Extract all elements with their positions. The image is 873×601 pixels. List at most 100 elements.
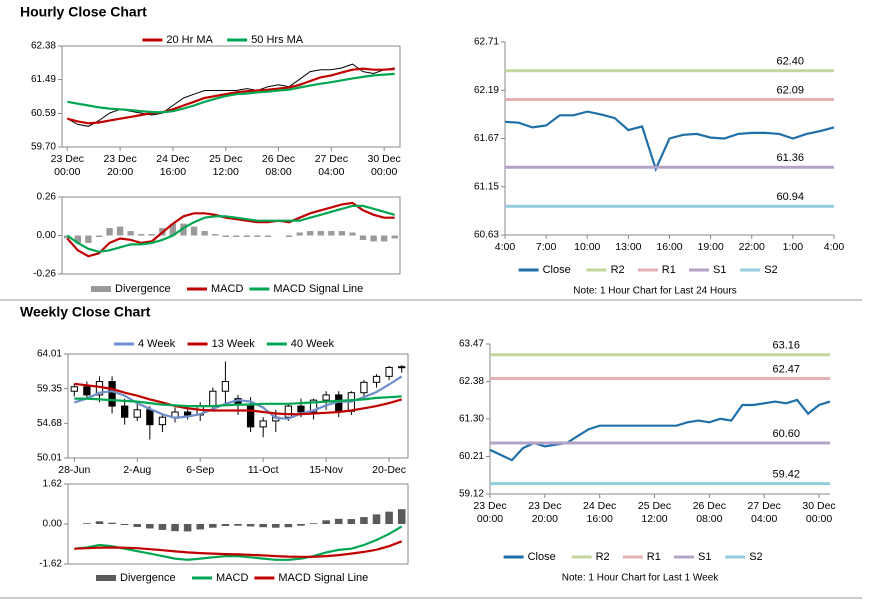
legend-label: S2 xyxy=(749,551,762,563)
divergence-bar xyxy=(169,223,177,236)
section-heading: Hourly Close Chart xyxy=(20,4,147,20)
x-tick-label: 28-Jun xyxy=(58,464,90,476)
y-tick-label: 60.21 xyxy=(459,451,484,462)
candle-body xyxy=(284,405,293,418)
y-tick-label: 62.38 xyxy=(459,376,484,387)
x-tick-label: 23 Dec 00:00 xyxy=(51,153,84,178)
legend-label: Divergence xyxy=(120,572,176,584)
divergence-bar xyxy=(183,524,192,532)
divergence-bar xyxy=(95,235,103,237)
candle-body xyxy=(309,399,318,413)
candle-body xyxy=(385,366,393,377)
divergence-bar xyxy=(372,514,381,524)
x-tick-label: 4:00 xyxy=(495,241,516,253)
legend-label: R2 xyxy=(611,264,625,276)
candle-body xyxy=(158,416,167,426)
y-tick-label: 60.59 xyxy=(31,108,56,119)
candle-body xyxy=(221,381,230,392)
x-tick-label: 7:00 xyxy=(536,241,557,253)
divergence-bar xyxy=(138,234,145,236)
divergence-bar xyxy=(116,226,124,236)
x-tick-label: 23 Dec 20:00 xyxy=(528,500,561,525)
divergence-bar xyxy=(74,235,82,243)
y-tick-label: 0.00 xyxy=(43,519,63,530)
legend-label: R1 xyxy=(662,264,676,276)
divergence-bar xyxy=(233,235,240,237)
legend-label: R1 xyxy=(647,551,661,563)
legend-label: MACD xyxy=(216,572,248,584)
y-tick-label: 1.62 xyxy=(43,479,63,490)
legend-label: S2 xyxy=(764,264,777,276)
candle-body xyxy=(108,381,116,407)
y-tick-label: 62.19 xyxy=(474,85,499,96)
x-tick-label: 24 Dec 16:00 xyxy=(156,153,189,178)
divergence-bar xyxy=(360,517,368,524)
legend-swatch xyxy=(96,575,116,581)
y-tick-label: 61.67 xyxy=(474,133,499,144)
x-tick-label: 6-Sep xyxy=(186,464,214,476)
legend-label: 40 Week xyxy=(291,338,335,350)
legend-label: MACD xyxy=(211,283,243,295)
level-label: 62.40 xyxy=(776,56,804,68)
y-tick-label: 0.00 xyxy=(37,230,57,241)
y-tick-label: 59.70 xyxy=(31,142,56,153)
legend-label: S1 xyxy=(713,264,726,276)
x-tick-label: 10:00 xyxy=(574,241,600,253)
y-tick-label: 60.63 xyxy=(474,230,499,241)
y-tick-label: 59.35 xyxy=(37,383,62,394)
x-tick-label: 27 Dec 04:00 xyxy=(748,500,781,525)
candle-body xyxy=(360,381,368,394)
divergence-bar xyxy=(196,524,204,530)
divergence-bar xyxy=(120,524,129,525)
x-tick-label: 15-Nov xyxy=(309,464,344,476)
candle-body xyxy=(259,420,267,428)
divergence-bar xyxy=(180,223,187,236)
x-tick-label: 4:00 xyxy=(824,241,845,253)
candle-body xyxy=(121,405,129,418)
legend-swatch xyxy=(91,286,111,292)
divergence-bar xyxy=(83,523,91,524)
y-tick-label: 61.30 xyxy=(459,413,484,424)
divergence-bar xyxy=(211,234,219,236)
y-tick-label: 59.12 xyxy=(459,489,484,500)
series-line xyxy=(74,525,403,561)
x-tick-label: 30 Dec 00:00 xyxy=(368,153,401,178)
level-label: 59.42 xyxy=(772,469,800,481)
series-line xyxy=(489,398,831,462)
x-tick-label: 16:00 xyxy=(656,241,682,253)
x-tick-label: 1:00 xyxy=(783,241,804,253)
level-label: 60.60 xyxy=(772,428,800,440)
divergence-bar xyxy=(246,524,255,527)
x-tick-label: 22:00 xyxy=(739,241,765,253)
x-tick-label: 11-Oct xyxy=(248,464,279,476)
divergence-bar xyxy=(322,520,330,524)
divergence-bar xyxy=(106,228,113,236)
legend-label: 4 Week xyxy=(138,338,176,350)
level-label: 61.36 xyxy=(776,152,804,164)
divergence-bar xyxy=(221,524,230,526)
candle-body xyxy=(83,386,91,396)
section-heading: Weekly Close Chart xyxy=(20,304,151,320)
legend-label: Close xyxy=(543,264,571,276)
legend-label: R2 xyxy=(596,551,610,563)
series-line xyxy=(67,72,395,114)
legend-label: 13 Week xyxy=(212,338,256,350)
x-tick-label: 26 Dec 08:00 xyxy=(262,153,295,178)
divergence-bar xyxy=(171,524,179,532)
divergence-bar xyxy=(108,522,116,524)
divergence-bar xyxy=(359,235,367,240)
chart-note: Note: 1 Hour Chart for Last 24 Hours xyxy=(573,286,736,297)
divergence-bar xyxy=(284,524,293,528)
divergence-bar xyxy=(64,235,71,239)
y-tick-label: -1.62 xyxy=(39,559,62,570)
divergence-bar xyxy=(385,511,393,524)
chart-note: Note: 1 Hour Chart for Last 1 Week xyxy=(562,573,720,584)
candle-body xyxy=(209,390,217,407)
divergence-bar xyxy=(317,231,324,236)
candle-body xyxy=(372,375,381,383)
candle-body xyxy=(146,409,154,426)
x-tick-label: 27 Dec 04:00 xyxy=(315,153,348,178)
x-tick-label: 24 Dec 16:00 xyxy=(583,500,616,525)
divergence-bar xyxy=(296,232,303,236)
